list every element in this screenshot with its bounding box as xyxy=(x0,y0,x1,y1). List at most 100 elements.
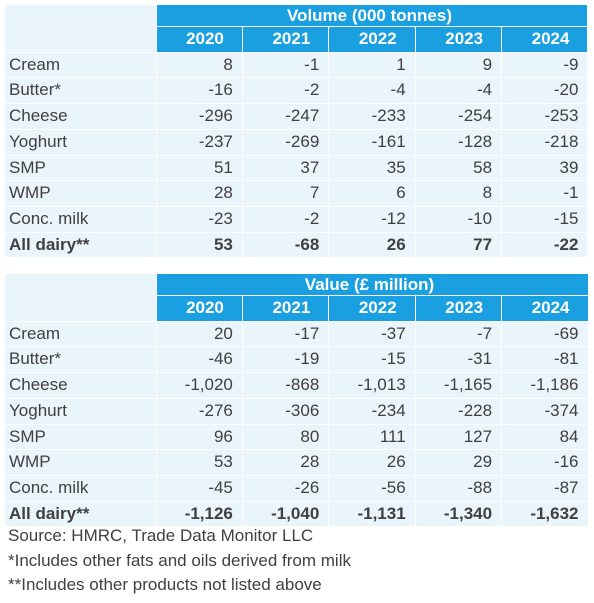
table-cell: -1,020 xyxy=(156,372,243,399)
table-cell: -2 xyxy=(242,77,330,105)
table-row: Butter* -16 -2 -4 -4 -20 xyxy=(5,77,589,105)
table-cell: -46 xyxy=(156,346,243,374)
row-label: SMP xyxy=(5,424,157,451)
volume-table: Volume (000 tonnes) 2020 2021 2022 2023 … xyxy=(5,5,589,259)
row-label: Cream xyxy=(5,321,157,348)
footnote-fats: *Includes other fats and oils derived fr… xyxy=(8,550,351,570)
table-row: Cheese -296 -247 -233 -254 -253 xyxy=(5,103,589,130)
table-cell: 77 xyxy=(415,232,503,259)
table-cell: -237 xyxy=(156,129,243,156)
table-cell: -81 xyxy=(501,346,589,374)
table-cell: -15 xyxy=(501,206,589,233)
table-cell: -228 xyxy=(415,398,503,425)
table-row: Conc. milk -45 -26 -56 -88 -87 xyxy=(5,475,589,502)
table-row: Conc. milk -23 -2 -12 -10 -15 xyxy=(5,206,589,233)
column-header-year: 2023 xyxy=(415,26,503,53)
table-cell: 26 xyxy=(328,232,416,259)
table-cell: -4 xyxy=(415,77,503,105)
table-cell: -1,040 xyxy=(242,501,330,528)
table-cell: -234 xyxy=(328,398,416,425)
row-label: Yoghurt xyxy=(5,129,157,156)
table-row: Cheese -1,020 -868 -1,013 -1,165 -1,186 xyxy=(5,372,589,399)
table-row: Yoghurt -276 -306 -234 -228 -374 xyxy=(5,398,589,425)
row-label: Cheese xyxy=(5,372,157,399)
table-row: SMP 96 80 111 127 84 xyxy=(5,424,589,451)
table-cell: 28 xyxy=(156,180,243,207)
table-cell: 58 xyxy=(415,155,503,182)
table-cell: 9 xyxy=(415,52,503,79)
table-cell: -296 xyxy=(156,103,243,130)
table-cell: 39 xyxy=(501,155,589,182)
row-label: All dairy** xyxy=(5,501,157,528)
table-cell: 26 xyxy=(328,449,416,476)
table-cell: -12 xyxy=(328,206,416,233)
volume-table-body: Cream 8 -1 1 9 -9 Butter* -16 -2 -4 -4 -20 Cheese -29… xyxy=(5,52,589,259)
table-cell: -218 xyxy=(501,129,589,156)
column-header-year: 2021 xyxy=(242,295,330,322)
table-cell: -17 xyxy=(242,321,330,348)
row-label: Conc. milk xyxy=(5,475,157,502)
column-header-year: 2020 xyxy=(156,26,243,53)
table-cell: -45 xyxy=(156,475,243,502)
table-cell: 8 xyxy=(156,52,243,79)
table-cell: 96 xyxy=(156,424,243,451)
table-cell: -1,632 xyxy=(501,501,589,528)
table-row: SMP 51 37 35 58 39 xyxy=(5,155,589,182)
table-row: WMP 28 7 6 8 -1 xyxy=(5,180,589,207)
table-cell: -868 xyxy=(242,372,330,399)
table-cell: -1 xyxy=(501,180,589,207)
table-cell: -1,165 xyxy=(415,372,503,399)
table-cell: -31 xyxy=(415,346,503,374)
table-cell: 29 xyxy=(415,449,503,476)
table-cell: -15 xyxy=(328,346,416,374)
table-cell: -9 xyxy=(501,52,589,79)
table-corner-cell xyxy=(5,5,157,53)
table-cell: 37 xyxy=(242,155,330,182)
table-cell: -7 xyxy=(415,321,503,348)
column-header-year: 2022 xyxy=(328,26,416,53)
table-cell: -2 xyxy=(242,206,330,233)
table-cell: -16 xyxy=(156,77,243,105)
row-label: WMP xyxy=(5,180,157,207)
table-cell: -4 xyxy=(328,77,416,105)
table-cell: -233 xyxy=(328,103,416,130)
table-cell: 6 xyxy=(328,180,416,207)
table-cell: -276 xyxy=(156,398,243,425)
table-cell: 20 xyxy=(156,321,243,348)
table-cell: 53 xyxy=(156,232,243,259)
row-label: Butter* xyxy=(5,346,157,374)
table-cell: 7 xyxy=(242,180,330,207)
table-cell: -56 xyxy=(328,475,416,502)
row-label: Butter* xyxy=(5,77,157,105)
table-cell: -128 xyxy=(415,129,503,156)
table-cell: -23 xyxy=(156,206,243,233)
table-row: Butter* -46 -19 -15 -31 -81 xyxy=(5,346,589,374)
table-row: Cream 20 -17 -37 -7 -69 xyxy=(5,321,589,348)
table-cell: -26 xyxy=(242,475,330,502)
table-cell: 28 xyxy=(242,449,330,476)
table-cell: -1,126 xyxy=(156,501,243,528)
total-row: All dairy** 53 -68 26 77 -22 xyxy=(5,232,589,259)
table-cell: -253 xyxy=(501,103,589,130)
table-cell: -68 xyxy=(242,232,330,259)
table-cell: -306 xyxy=(242,398,330,425)
table-row: WMP 53 28 26 29 -16 xyxy=(5,449,589,476)
table-row: Yoghurt -237 -269 -161 -128 -218 xyxy=(5,129,589,156)
table-cell: -19 xyxy=(242,346,330,374)
footnotes: Source: HMRC, Trade Data Monitor LLC *In… xyxy=(8,524,351,598)
table-cell: -1,186 xyxy=(501,372,589,399)
row-label: Cheese xyxy=(5,103,157,130)
table-cell: 80 xyxy=(242,424,330,451)
table-cell: -69 xyxy=(501,321,589,348)
table-cell: -22 xyxy=(501,232,589,259)
table-cell: 53 xyxy=(156,449,243,476)
column-header-year: 2024 xyxy=(501,26,589,53)
table-cell: -1 xyxy=(242,52,330,79)
source-note: Source: HMRC, Trade Data Monitor LLC xyxy=(8,526,314,545)
row-label: Cream xyxy=(5,52,157,79)
column-header-year: 2022 xyxy=(328,295,416,322)
table-cell: 35 xyxy=(328,155,416,182)
footnote-other-products: **Includes other products not listed abo… xyxy=(8,575,322,594)
value-table-body: Cream 20 -17 -37 -7 -69 Butter* -46 -19 -15 -31 -81… xyxy=(5,321,589,528)
table-cell: -374 xyxy=(501,398,589,425)
